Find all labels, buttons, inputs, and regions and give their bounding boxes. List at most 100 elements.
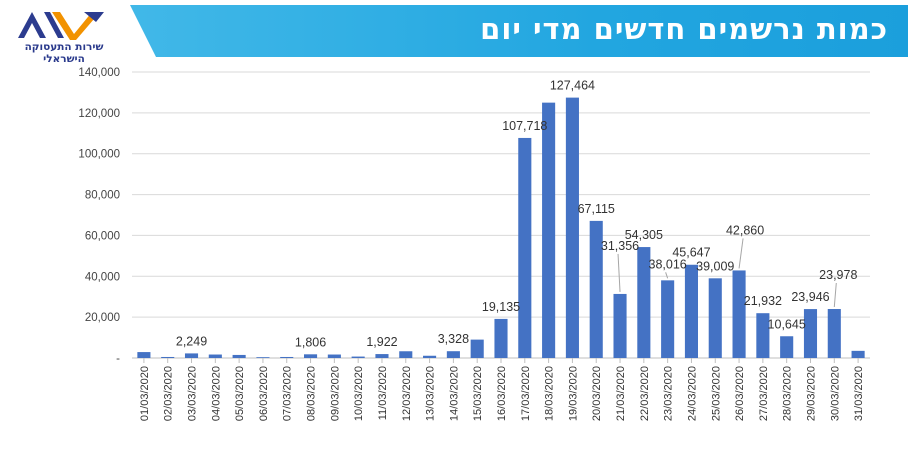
x-tick-label: 22/03/2020	[639, 366, 651, 421]
x-tick-label: 17/03/2020	[520, 366, 532, 421]
bar	[494, 318, 508, 358]
bar	[780, 336, 794, 358]
x-tick-label: 08/03/2020	[306, 366, 318, 421]
bar	[803, 309, 818, 358]
bar	[589, 220, 603, 358]
bar	[423, 355, 437, 358]
x-tick-label: 30/03/2020	[829, 366, 841, 421]
x-tick-label: 13/03/2020	[425, 366, 437, 421]
x-tick-label: 15/03/2020	[472, 366, 484, 421]
page-title: כמות נרשמים חדשים מדי יום	[480, 12, 888, 46]
x-tick-label: 02/03/2020	[163, 366, 175, 421]
data-label: 23,978	[819, 268, 857, 282]
data-label: 31,356	[601, 239, 639, 253]
data-label: 42,860	[726, 223, 764, 237]
x-tick-label: 11/03/2020	[377, 366, 389, 420]
data-label: 23,946	[791, 290, 829, 304]
y-tick-label: -	[116, 353, 120, 365]
bar	[684, 264, 698, 358]
x-axis-ticks: 01/03/2020 02/03/2020 03/03/2020 04/03/2020…	[139, 358, 865, 421]
x-tick-label: 07/03/2020	[282, 366, 294, 421]
x-tick-label: 06/03/2020	[258, 366, 270, 421]
x-tick-label: 04/03/2020	[210, 366, 222, 421]
leader-line	[617, 253, 621, 292]
data-label: 38,016	[649, 257, 687, 271]
bars	[137, 97, 865, 359]
x-tick-label: 24/03/2020	[686, 366, 698, 421]
x-tick-label: 25/03/2020	[710, 366, 722, 421]
data-label: 107,718	[502, 119, 547, 133]
y-tick-label: 40,000	[85, 271, 120, 283]
bar	[327, 354, 341, 358]
data-label: 67,115	[578, 202, 615, 216]
x-tick-label: 10/03/2020	[353, 366, 365, 421]
bar	[542, 102, 556, 359]
bar	[161, 356, 175, 358]
x-tick-label: 19/03/2020	[567, 366, 579, 421]
x-tick-label: 12/03/2020	[401, 366, 413, 421]
data-label: 19,135	[482, 300, 520, 314]
x-tick-label: 01/03/2020	[139, 366, 151, 421]
data-label: 1,806	[295, 335, 326, 349]
x-tick-label: 23/03/2020	[663, 366, 675, 421]
data-label: 127,464	[550, 79, 595, 93]
bar	[708, 278, 722, 358]
bar	[732, 270, 746, 358]
bar	[375, 354, 389, 358]
bar	[256, 357, 270, 358]
data-label: 3,328	[438, 332, 469, 346]
bar	[661, 280, 675, 358]
bar	[137, 352, 151, 358]
x-tick-label: 09/03/2020	[329, 366, 341, 421]
bar	[232, 354, 246, 358]
bar	[280, 356, 294, 358]
x-tick-label: 14/03/2020	[448, 366, 460, 421]
data-label: 39,009	[696, 259, 734, 273]
data-label: 21,932	[744, 294, 782, 308]
bar	[208, 354, 222, 358]
data-labels: 2,249 1,806 1,922 3,328 19,135 107,718 127,464…	[176, 79, 858, 350]
data-label: 1,922	[366, 335, 397, 349]
x-tick-label: 28/03/2020	[782, 366, 794, 421]
leader-line	[833, 282, 837, 308]
x-tick-label: 26/03/2020	[734, 366, 746, 421]
bar	[470, 339, 484, 358]
x-tick-label: 31/03/2020	[853, 366, 865, 421]
bar	[756, 313, 770, 358]
leader-line	[738, 238, 744, 269]
x-tick-label: 03/03/2020	[187, 366, 199, 421]
logo: שירות התעסוקה הישראלי	[0, 4, 132, 65]
bar	[613, 293, 627, 358]
bar	[637, 247, 651, 358]
bar	[351, 356, 365, 358]
y-tick-label: 80,000	[85, 190, 120, 202]
bar	[184, 353, 199, 358]
x-tick-label: 29/03/2020	[805, 366, 817, 421]
x-tick-label: 16/03/2020	[496, 366, 508, 421]
bar	[565, 97, 579, 359]
x-tick-label: 21/03/2020	[615, 366, 627, 421]
y-axis-ticks: - 20,000 40,000 60,000 80,000 100,000 120,000 1…	[78, 67, 120, 365]
y-tick-label: 60,000	[85, 230, 120, 242]
leader-line	[665, 272, 669, 279]
data-label: 45,647	[672, 246, 710, 260]
y-tick-label: 120,000	[78, 108, 120, 120]
data-label: 2,249	[176, 334, 207, 348]
x-tick-label: 18/03/2020	[544, 366, 556, 421]
data-label: 54,305	[625, 228, 663, 242]
bar	[827, 309, 841, 358]
bar	[446, 351, 460, 358]
leader-lines	[617, 238, 837, 308]
x-tick-label: 20/03/2020	[591, 366, 603, 421]
header-band: כמות נרשמים חדשים מדי יום	[130, 5, 908, 57]
logo-text: שירות התעסוקה הישראלי	[24, 41, 104, 65]
y-tick-label: 140,000	[78, 67, 120, 79]
bar	[851, 350, 865, 358]
x-tick-label: 05/03/2020	[234, 366, 246, 421]
data-label: 10,645	[768, 317, 806, 331]
x-tick-label: 27/03/2020	[758, 366, 770, 421]
logo-mark-icon	[18, 12, 104, 40]
bar	[304, 354, 318, 358]
y-tick-label: 100,000	[78, 149, 120, 161]
